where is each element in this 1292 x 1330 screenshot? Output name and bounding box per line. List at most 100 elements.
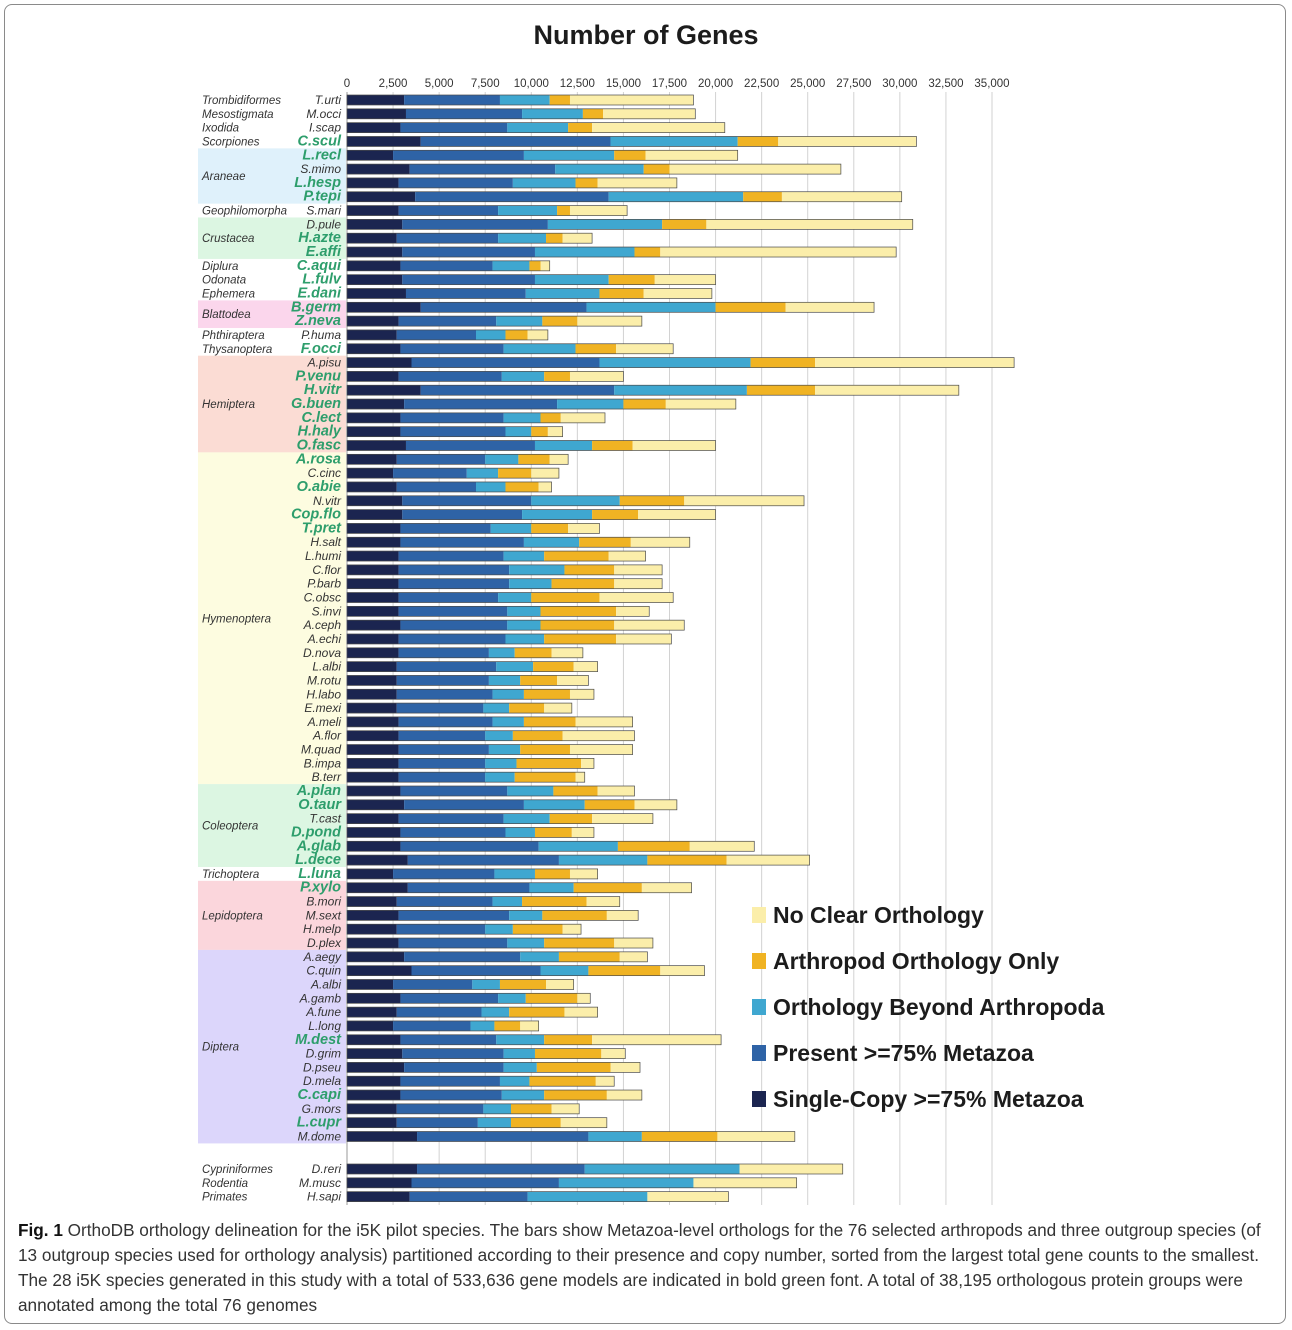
bar-segment [398,744,489,755]
species-label: S.mimo [300,162,341,176]
bar-outline [346,688,595,700]
bar-segment [507,620,541,631]
caption-label: Fig. 1 [18,1220,63,1240]
bar-segment [531,523,569,534]
bar-segment [396,661,497,672]
bar-outline [346,315,643,327]
bar-outline [346,357,1015,368]
group-label: Blattodea [202,309,251,321]
species-label: L.cupr [297,1115,343,1131]
bar-segment [393,979,473,990]
bar-segment [347,1191,410,1202]
species-label: M.rotu [307,673,341,687]
bar-outline [346,785,635,797]
bar-segment [503,551,545,562]
bar-segment [525,993,578,1004]
bar-outline [346,619,685,631]
species-label: P.xylo [300,880,341,896]
bar-segment [549,813,593,824]
bar-segment [347,1164,418,1174]
bar-segment [347,564,399,575]
bar-outline [346,633,672,645]
bar-segment [398,938,508,949]
bar-segment [347,1076,401,1087]
bar-segment [417,1131,589,1142]
bar-segment [404,951,521,962]
x-tick-label: 32,500 [928,78,963,90]
bar-segment [483,1103,512,1114]
bar-segment [396,689,493,700]
bar-segment [715,302,786,313]
bar-segment [542,316,578,327]
bar-outline [346,481,552,493]
caption-text: OrthoDB orthology delineation for the i5… [18,1220,1261,1315]
species-label: D.pond [291,824,342,840]
bar-segment [638,509,716,520]
species-label: O.fasc [297,438,341,454]
bar-segment [778,136,917,147]
bar-segment [494,868,535,879]
species-label: L.dece [295,852,341,868]
bar-segment [660,965,705,976]
bar-segment [534,1048,602,1059]
bar-outline [346,1117,608,1129]
bar-segment [516,758,582,769]
bar-segment [393,468,467,479]
bar-segment [616,343,674,354]
bar-segment [660,247,897,258]
species-label: F.occi [301,341,342,357]
bar-segment [569,689,594,700]
species-label: M.quad [301,743,341,757]
bar-segment [693,1177,797,1188]
species-label: P.venu [295,368,341,384]
group-band [198,217,346,259]
bar-segment [400,523,491,534]
bar-segment [529,260,541,271]
species-label: O.abie [297,479,341,495]
bar-segment [540,260,550,271]
species-label: P.huma [301,328,341,342]
bar-segment [547,426,563,437]
bar-segment [347,1131,418,1142]
bar-segment [533,661,574,672]
species-label: E.dani [297,285,341,301]
group-label: Araneae [201,171,245,183]
bar-outline [346,426,563,438]
species-label: L.long [308,1019,341,1033]
bar-outline [346,108,696,120]
bar-segment [619,951,648,962]
group-label: Scorpiones [202,136,260,148]
bar-segment [614,385,747,396]
species-label: C.aqui [297,258,342,274]
bar-segment [558,855,648,866]
legend-label: Present >=75% Metazoa [773,1040,1034,1066]
bar-outline [346,550,646,562]
bar-outline [346,992,591,1004]
bar-segment [347,965,412,976]
bar-segment [400,993,499,1004]
bar-segment [400,122,508,133]
bar-segment [347,951,405,962]
bar-segment [518,454,550,465]
bar-segment [815,357,1015,368]
group-label: Diplura [202,261,238,273]
bar-outline [346,730,635,742]
species-label: H.melp [303,922,341,936]
bar-segment [396,1117,478,1128]
bar-segment [400,786,508,796]
species-label: L.humi [305,549,341,563]
bar-segment [531,592,600,603]
bar-segment [558,951,620,962]
bar-segment [522,108,583,119]
bar-outline [346,661,598,672]
bar-segment [614,150,646,161]
bar-segment [404,799,524,810]
species-label: A.plan [296,783,341,799]
bar-segment [557,399,624,410]
bar-segment [347,523,401,534]
bar-outline [346,1103,580,1115]
bar-outline [346,937,654,949]
bar-segment [488,675,521,686]
bar-segment [507,938,545,949]
species-label: D.plex [307,936,342,950]
